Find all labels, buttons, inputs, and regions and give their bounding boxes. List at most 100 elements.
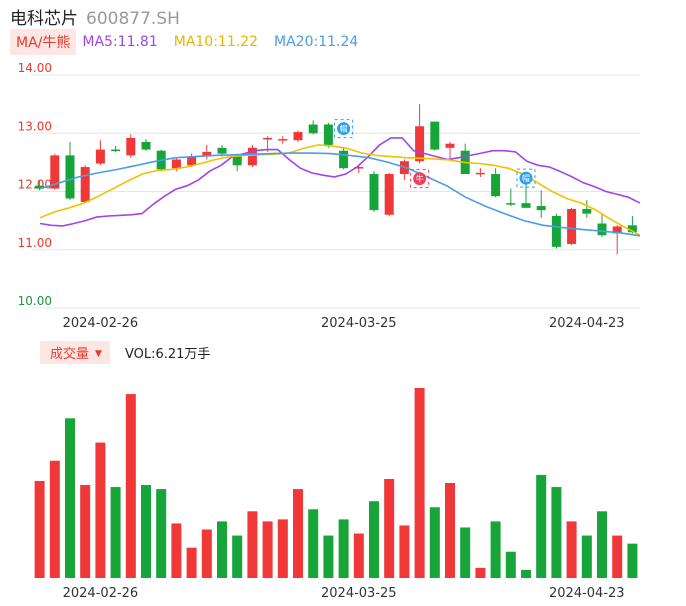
candle-body [95,149,105,164]
x-tick-label: 2024-04-23 [549,316,625,331]
stock-title-row: 电科芯片 600877.SH [10,4,180,29]
candle-body [567,208,577,244]
volume-bar [399,525,410,578]
signal-glyph: 牛 [416,174,424,184]
candle-body [278,139,288,141]
volume-value: VOL:6.21万手 [124,346,211,362]
volume-x-tick-label: 2024-04-23 [549,586,625,601]
candle-body [308,124,318,134]
volume-bar [186,547,197,578]
signal-glyph: 帽 [522,173,530,183]
candle-body [415,126,425,162]
candle-body [475,172,485,175]
volume-bar [308,509,319,578]
candle-body [80,167,90,202]
volume-bar [171,523,182,578]
chevron-down-icon: ▼ [95,348,102,359]
candle-body [232,155,242,166]
candle-body [35,185,45,189]
stock-name: 电科芯片 [10,9,78,29]
candle-body [491,174,501,197]
volume-bar [65,418,75,578]
candle-body [506,203,516,205]
signal-frame [516,168,536,188]
volume-bar [338,519,349,578]
candle-body [384,174,394,215]
volume-bar [414,388,425,578]
volume-bar [49,460,60,578]
signal-glyph: 帽 [340,124,348,134]
candle-body [323,124,333,145]
volume-bar [475,567,486,578]
volume-bar [156,489,167,578]
volume-bar [597,511,607,578]
y-tick-label: 14.00 [18,61,52,75]
buy-signal-icon: 牛 [410,169,430,189]
volume-bar [460,527,471,578]
volume-bar [95,442,106,578]
candle-body [521,203,531,208]
volume-bar [110,487,121,578]
stock-code: 600877.SH [86,9,180,29]
y-tick-label: 13.00 [18,119,52,133]
volume-bar [323,535,334,578]
candle-body [582,208,592,214]
volume-bar [429,507,440,578]
x-tick-label: 2024-02-26 [63,316,139,331]
volume-bar [125,394,136,578]
candle-body [354,167,364,169]
ma5-line [39,137,641,227]
volume-legend: 成交量 ▼ VOL:6.21万手 [40,340,211,364]
volume-bar [445,483,455,578]
ma10-line [39,144,641,236]
volume-bar [505,551,516,578]
candle-body [126,137,136,156]
sell-signal-icon: 帽 [334,119,354,139]
volume-bar [141,485,151,578]
candle-body [369,174,379,211]
volume-bar [80,485,91,578]
y-tick-label: 10.00 [18,294,52,308]
candle-body [171,159,181,169]
volume-bar [262,521,273,578]
y-tick-label: 12.00 [18,178,52,192]
ma20-line [39,152,641,237]
volume-toggle-label: 成交量 [50,346,90,362]
volume-bar [34,480,45,578]
volume-bar [581,535,592,578]
candle-body [612,226,622,234]
candle-body [111,149,121,152]
candle-body [65,155,75,199]
volume-bar [551,487,562,578]
volume-bar [201,529,212,578]
candle-body [445,143,455,148]
ma5-label: MA5:11.81 [82,34,158,50]
volume-bar [293,489,303,578]
signal-dot [519,171,533,185]
volume-bar [247,511,258,578]
candle-body [339,150,349,169]
volume-bar [521,569,531,578]
signal-dot [337,122,351,136]
volume-bar [612,535,623,578]
volume-toggle-button[interactable]: 成交量 ▼ [40,340,110,364]
ma20-label: MA20:11.24 [274,34,359,50]
ma-legend: MA/牛熊 MA5:11.81 MA10:11.22 MA20:11.24 [10,29,374,55]
candle-body [293,132,303,141]
volume-bar [232,535,243,578]
ma-toggle-button[interactable]: MA/牛熊 [10,29,77,55]
y-tick-label: 11.00 [18,236,52,250]
volume-bar [277,519,288,578]
volume-bar [369,501,379,578]
x-tick-label: 2024-03-25 [321,316,397,331]
candle-body [263,137,273,140]
volume-bar [217,521,227,578]
volume-bar [536,474,547,578]
volume-x-tick-label: 2024-02-26 [63,586,139,601]
ma10-label: MA10:11.22 [173,34,259,50]
volume-bar [566,521,577,578]
candle-body [141,141,151,150]
volume-bar [353,533,364,578]
candle-body [430,121,440,150]
